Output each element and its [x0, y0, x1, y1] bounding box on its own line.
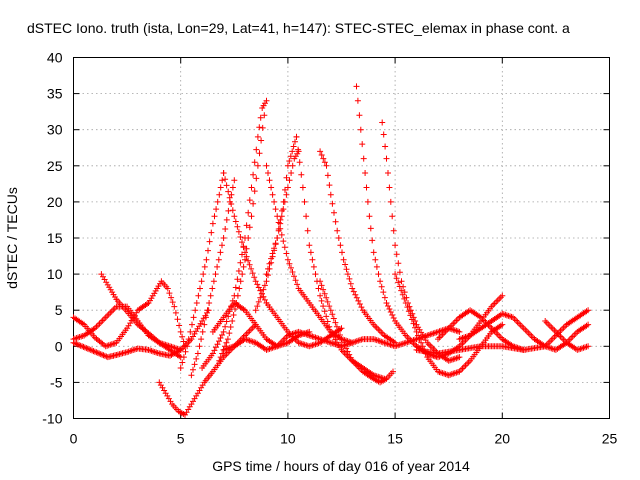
series-markers: [188, 177, 238, 379]
y-tick-label: 5: [55, 302, 63, 318]
series-markers: [220, 170, 345, 350]
grid: [73, 57, 610, 419]
x-tick-label: 15: [387, 431, 403, 447]
series-markers: [252, 133, 300, 314]
y-tick-label: -10: [42, 411, 62, 427]
data-series: [70, 83, 592, 418]
series-markers: [542, 318, 592, 353]
series-markers: [263, 148, 302, 278]
series-markers: [413, 307, 592, 357]
series-arc-04: [98, 271, 184, 361]
series-markers: [177, 170, 227, 371]
x-tick-label: 5: [177, 431, 185, 447]
x-tick-label: 0: [70, 431, 78, 447]
y-tick-label: 25: [47, 158, 63, 174]
series-markers: [156, 321, 259, 418]
y-tick-label: 10: [47, 266, 63, 282]
y-tick-label: 0: [55, 338, 63, 354]
y-tick-label: 40: [47, 50, 63, 66]
series-markers: [220, 325, 463, 353]
y-tick-label: 15: [47, 230, 63, 246]
x-tick-label: 20: [495, 431, 511, 447]
series-markers: [317, 148, 399, 346]
series-arc-24: [413, 307, 592, 357]
axis-ticks: 0 5 10 15 20 25 -10 -5 0 5 10 15 20 25 30 35 40: [42, 50, 617, 447]
series-arc-05: [145, 278, 188, 350]
y-tick-label: 30: [47, 122, 63, 138]
series-markers: [98, 271, 184, 361]
series-arc-07: [177, 170, 227, 371]
series-arc-06: [156, 321, 259, 418]
y-tick-label: 20: [47, 194, 63, 210]
series-markers: [145, 278, 188, 350]
x-tick-label: 10: [280, 431, 296, 447]
chart-title: dSTEC Iono. truth (ista, Lon=29, Lat=41,…: [27, 20, 570, 36]
series-arc-15: [263, 148, 302, 278]
x-axis-title: GPS time / hours of day 016 of year 2014: [212, 458, 470, 474]
series-arc-13: [252, 133, 300, 314]
series-arc-08: [188, 177, 238, 379]
series-arc-25: [542, 318, 592, 353]
y-axis-title: dSTEC / TECUs: [4, 187, 20, 289]
y-tick-label: -5: [50, 374, 63, 390]
series-arc-27: [220, 325, 463, 353]
y-tick-label: 35: [47, 86, 63, 102]
series-arc-16: [317, 148, 399, 346]
series-arc-09: [220, 170, 345, 350]
x-tick-label: 25: [602, 431, 618, 447]
